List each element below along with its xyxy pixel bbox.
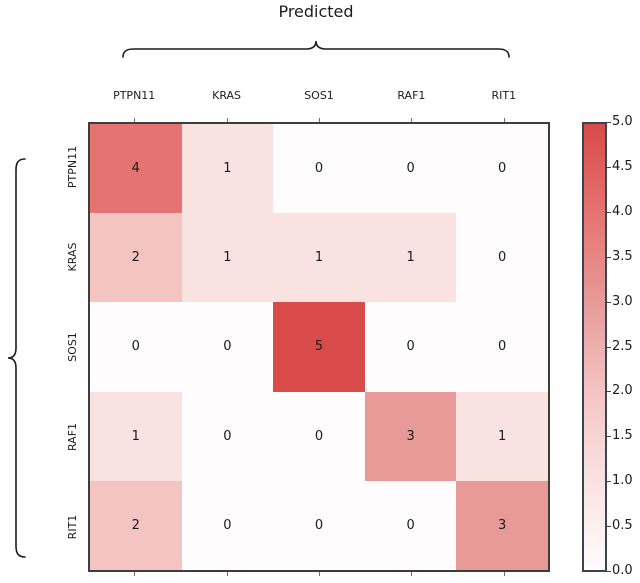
heatmap-cell-SOS1-SOS1: 5 (273, 302, 365, 392)
colorbar-tick-label-4.0: 4.0 (612, 203, 633, 219)
heatmap-cell-RAF1-RIT1: 1 (456, 391, 548, 481)
cell-value: 4 (131, 161, 140, 177)
colorbar-tick-mark (607, 391, 611, 393)
colorbar (582, 122, 607, 572)
axis-tick (226, 572, 228, 576)
column-label-SOS1: SOS1 (304, 89, 334, 102)
cell-value: 1 (223, 250, 232, 266)
colorbar-tick-label-1.0: 1.0 (612, 473, 633, 489)
axis-tick (226, 118, 228, 122)
colorbar-tick-mark (607, 256, 611, 258)
heatmap-cell-RIT1-RAF1: 0 (364, 480, 457, 570)
colorbar-tick-label-2.0: 2.0 (612, 383, 633, 399)
column-label-KRAS: KRAS (212, 89, 242, 102)
row-label-SOS1: SOS1 (66, 332, 79, 362)
axis-tick (411, 572, 413, 576)
heatmap-cell-KRAS-PTPN11: 2 (90, 213, 182, 303)
cell-value: 0 (223, 428, 232, 444)
cell-value: 0 (223, 339, 232, 355)
colorbar-tick-mark (607, 166, 611, 168)
colorbar-tick-mark (607, 481, 611, 483)
axis-tick (319, 118, 320, 122)
heatmap-cell-PTPN11-SOS1: 0 (273, 124, 365, 214)
cell-value: 3 (498, 517, 507, 533)
cell-value: 0 (498, 250, 507, 266)
cell-value: 5 (314, 339, 324, 355)
heatmap-cell-RAF1-SOS1: 0 (273, 391, 365, 481)
cell-value: 0 (314, 428, 324, 444)
heatmap-grid: 4 1 0 0 0 2 1 1 1 0 0 0 5 0 0 1 0 0 3 1 2 0 0 0 3 (88, 122, 550, 572)
colorbar-tick-label-0.5: 0.5 (612, 518, 633, 534)
colorbar-tick-mark (607, 122, 611, 123)
heatmap-cell-SOS1-RIT1: 0 (456, 302, 548, 392)
heatmap-cell-RAF1-KRAS: 0 (181, 391, 274, 481)
cell-value: 1 (131, 428, 140, 444)
cell-value: 3 (406, 428, 415, 444)
cell-value: 0 (406, 339, 415, 355)
axis-tick (134, 118, 136, 122)
heatmap-cell-RIT1-PTPN11: 2 (90, 480, 182, 570)
row-label-PTPN11: PTPN11 (66, 145, 79, 189)
heatmap-cell-RIT1-KRAS: 0 (181, 480, 274, 570)
colorbar-tick-label-5.0: 5.0 (612, 114, 633, 129)
colorbar-tick-mark (607, 301, 611, 303)
heatmap-cell-PTPN11-PTPN11: 4 (90, 124, 182, 214)
rows-brace (7, 158, 26, 558)
cell-value: 0 (498, 339, 507, 355)
colorbar-tick-mark (607, 526, 611, 528)
predicted-axis-title: Predicted (278, 2, 354, 21)
heatmap-cell-KRAS-RAF1: 1 (364, 213, 457, 303)
row-label-RAF1: RAF1 (66, 422, 79, 452)
cell-value: 0 (406, 161, 415, 177)
heatmap-cell-KRAS-KRAS: 1 (181, 213, 274, 303)
row-label-KRAS: KRAS (66, 242, 79, 272)
heatmap-cell-RIT1-SOS1: 0 (273, 480, 365, 570)
colorbar-tick-label-2.5: 2.5 (612, 338, 633, 354)
colorbar-tick-label-3.0: 3.0 (612, 293, 633, 309)
colorbar-tick-label-0.0: 0.0 (612, 563, 633, 578)
row-label-RIT1: RIT1 (66, 514, 79, 540)
colorbar-tick-label-3.5: 3.5 (612, 248, 633, 264)
cell-value: 0 (498, 161, 507, 177)
cell-value: 0 (223, 517, 232, 533)
heatmap-cell-PTPN11-KRAS: 1 (181, 124, 274, 214)
cell-value: 0 (406, 517, 415, 533)
heatmap-cell-SOS1-KRAS: 0 (181, 302, 274, 392)
heatmap-cell-PTPN11-RAF1: 0 (364, 124, 457, 214)
axis-tick (503, 572, 505, 576)
axis-tick (411, 118, 413, 122)
axis-tick (134, 572, 136, 576)
cell-value: 0 (131, 339, 140, 355)
cell-value: 2 (131, 517, 140, 533)
cell-value: 2 (131, 250, 140, 266)
heatmap-cell-SOS1-PTPN11: 0 (90, 302, 182, 392)
cell-value: 0 (314, 161, 324, 177)
axis-tick (503, 118, 505, 122)
column-label-RAF1: RAF1 (397, 89, 426, 102)
heatmap-cell-SOS1-RAF1: 0 (364, 302, 457, 392)
heatmap-cell-PTPN11-RIT1: 0 (456, 124, 548, 214)
heatmap-cell-RAF1-PTPN11: 1 (90, 391, 182, 481)
cell-value: 1 (314, 250, 324, 266)
column-label-RIT1: RIT1 (491, 89, 517, 102)
column-label-PTPN11: PTPN11 (113, 89, 156, 102)
colorbar-tick-mark (607, 211, 611, 213)
colorbar-tick-label-1.5: 1.5 (612, 428, 633, 444)
cell-value: 1 (223, 161, 232, 177)
colorbar-tick-label-4.5: 4.5 (612, 158, 633, 174)
heatmap-cell-KRAS-RIT1: 0 (456, 213, 548, 303)
cell-value: 1 (498, 428, 507, 444)
colorbar-tick-mark (607, 346, 611, 348)
heatmap-cell-RIT1-RIT1: 3 (456, 480, 548, 570)
predicted-brace (122, 40, 510, 58)
colorbar-tick-mark (607, 436, 611, 438)
heatmap-cell-RAF1-RAF1: 3 (364, 391, 457, 481)
cell-value: 1 (406, 250, 415, 266)
colorbar-tick-mark (607, 571, 611, 572)
axis-tick (319, 572, 320, 576)
cell-value: 0 (314, 517, 324, 533)
heatmap-cell-KRAS-SOS1: 1 (273, 213, 365, 303)
